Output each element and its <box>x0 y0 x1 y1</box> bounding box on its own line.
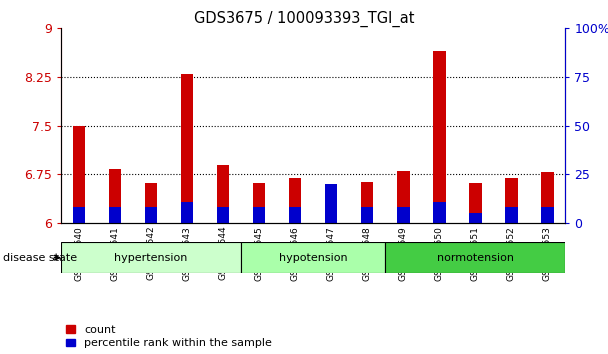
Bar <box>72 126 85 223</box>
Bar <box>433 202 446 223</box>
Bar <box>433 51 446 223</box>
Text: GDS3675 / 100093393_TGI_at: GDS3675 / 100093393_TGI_at <box>194 11 414 27</box>
Bar <box>397 171 410 223</box>
Bar <box>325 184 337 223</box>
Bar <box>241 242 385 273</box>
Bar <box>145 183 157 223</box>
Bar <box>505 178 517 223</box>
Bar <box>469 183 482 223</box>
Text: hypertension: hypertension <box>114 252 188 263</box>
Bar <box>325 218 337 223</box>
Bar <box>361 207 373 223</box>
Bar <box>505 207 517 223</box>
Bar <box>145 207 157 223</box>
Legend: count, percentile rank within the sample: count, percentile rank within the sample <box>66 325 272 348</box>
Bar <box>385 242 565 273</box>
Bar <box>397 207 410 223</box>
Bar <box>253 207 265 223</box>
Bar <box>109 169 121 223</box>
Bar <box>216 207 229 223</box>
Bar <box>253 183 265 223</box>
Bar <box>541 172 554 223</box>
Bar <box>469 213 482 223</box>
Bar <box>109 207 121 223</box>
Bar <box>181 202 193 223</box>
Bar <box>216 165 229 223</box>
Bar <box>61 242 241 273</box>
Bar <box>361 182 373 223</box>
Bar <box>541 207 554 223</box>
Text: disease state: disease state <box>3 253 77 263</box>
Text: normotension: normotension <box>437 252 514 263</box>
Bar <box>289 178 302 223</box>
Bar <box>181 74 193 223</box>
Bar <box>72 207 85 223</box>
Text: hypotension: hypotension <box>279 252 347 263</box>
Bar <box>289 207 302 223</box>
